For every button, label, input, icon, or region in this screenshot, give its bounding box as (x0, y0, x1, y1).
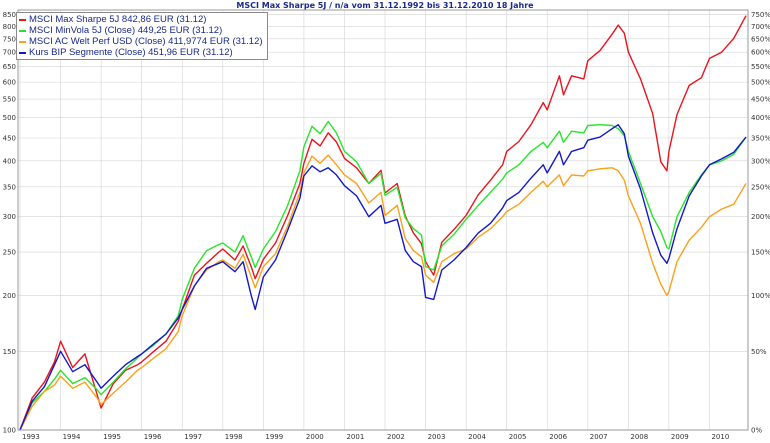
legend-label: MSCI AC Welt Perf USD (Close) 411,9774 E… (29, 36, 263, 47)
x-tick-label: 2002 (387, 433, 405, 441)
legend-swatch-blue (19, 51, 26, 54)
y-tick-label-right: 600% (751, 49, 770, 57)
x-tick-label: 2008 (630, 433, 648, 441)
y-tick-label-right: 250% (751, 183, 770, 191)
legend-item-minvola: MSCI MinVola 5J (Close) 449,25 EUR (31.1… (19, 25, 263, 36)
legend-swatch-red (19, 18, 26, 21)
y-tick-label-right: 550% (751, 63, 770, 71)
y-tick-label-right: 50% (751, 348, 767, 356)
legend-item-ac-welt: MSCI AC Welt Perf USD (Close) 411,9774 E… (19, 36, 263, 47)
x-tick-label: 2004 (468, 433, 486, 441)
chart-title: MSCI Max Sharpe 5J / n/a vom 31.12.1992 … (236, 1, 534, 10)
y-tick-label-left: 400 (3, 157, 16, 165)
x-tick-label: 2007 (590, 433, 608, 441)
y-tick-label-right: 700% (751, 23, 770, 31)
x-tick-label: 1996 (144, 433, 162, 441)
series-line-3 (19, 123, 747, 431)
y-tick-label-left: 700 (3, 49, 16, 57)
legend-item-max-sharpe: MSCI Max Sharpe 5J 842,86 EUR (31.12) (19, 14, 263, 25)
x-tick-label: 2005 (509, 433, 527, 441)
axis-ticks: 100 150 200 250 300 350 400 450 500 550 600 650 700 7… (3, 11, 770, 441)
x-tick-label: 1995 (103, 433, 121, 441)
y-tick-label-left: 250 (3, 249, 16, 257)
x-tick-label: 1999 (265, 433, 283, 441)
series-line-2 (19, 154, 747, 431)
chart-legend: MSCI Max Sharpe 5J 842,86 EUR (31.12) MS… (16, 12, 268, 60)
y-tick-label-left: 650 (3, 63, 16, 71)
y-tick-label-right: 150% (751, 249, 770, 257)
y-tick-label-left: 150 (3, 348, 16, 356)
legend-swatch-orange (19, 40, 26, 43)
x-tick-label: 1993 (22, 433, 40, 441)
x-tick-label: 1997 (184, 433, 202, 441)
y-tick-label-right: 0% (751, 427, 762, 435)
y-tick-label-right: 750% (751, 11, 770, 19)
plot-frame (17, 9, 749, 431)
y-tick-label-right: 400% (751, 114, 770, 122)
y-tick-label-right: 350% (751, 134, 770, 142)
legend-swatch-green (19, 29, 26, 32)
x-tick-label: 2006 (549, 433, 567, 441)
x-tick-label: 2001 (346, 433, 364, 441)
y-tick-label-left: 200 (3, 292, 16, 300)
x-tick-label: 2000 (306, 433, 324, 441)
legend-label: Kurs BIP Segmente (Close) 451,96 EUR (31… (29, 47, 233, 58)
x-tick-label: 1998 (225, 433, 243, 441)
y-tick-label-right: 450% (751, 96, 770, 104)
y-tick-label-left: 600 (3, 79, 16, 87)
series-line-0 (19, 15, 747, 431)
y-tick-label-right: 100% (751, 292, 770, 300)
y-tick-label-left: 100 (3, 427, 16, 435)
y-tick-label-right: 200% (751, 213, 770, 221)
y-tick-label-right: 500% (751, 79, 770, 87)
series-lines (19, 15, 747, 431)
y-tick-label-right: 650% (751, 35, 770, 43)
y-tick-label-left: 800 (3, 23, 16, 31)
y-tick-label-left: 750 (3, 35, 16, 43)
y-tick-label-left: 500 (3, 114, 16, 122)
x-tick-label: 2009 (671, 433, 689, 441)
series-line-1 (19, 120, 747, 431)
x-tick-label: 2010 (711, 433, 729, 441)
legend-label: MSCI MinVola 5J (Close) 449,25 EUR (31.1… (29, 25, 223, 36)
x-tick-label: 1994 (63, 433, 81, 441)
x-tick-label: 2003 (428, 433, 446, 441)
y-tick-label-left: 550 (3, 96, 16, 104)
y-tick-label-left: 300 (3, 213, 16, 221)
y-tick-label-right: 300% (751, 157, 770, 165)
y-tick-label-left: 850 (3, 11, 16, 19)
legend-item-bip-segmente: Kurs BIP Segmente (Close) 451,96 EUR (31… (19, 47, 263, 58)
y-tick-label-left: 450 (3, 134, 16, 142)
legend-label: MSCI Max Sharpe 5J 842,86 EUR (31.12) (29, 14, 207, 25)
y-tick-label-left: 350 (3, 183, 16, 191)
